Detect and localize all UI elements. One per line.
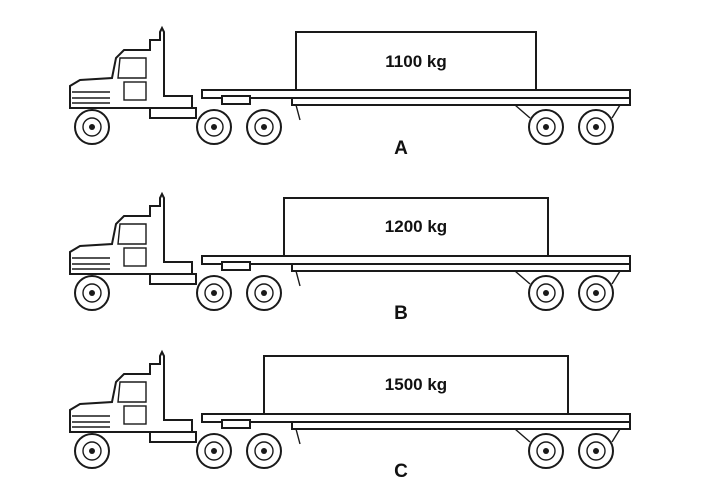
truck-label-a: A [394, 138, 408, 159]
flatbed-trailer-b [201, 255, 631, 287]
truck-b-panel: 1200 kg [0, 163, 708, 327]
flatbed-trailer-a [201, 89, 631, 121]
front-wheel-c [74, 433, 110, 469]
trailer-wheel-c2 [578, 433, 614, 469]
truck-cab-a [69, 25, 251, 119]
truck-label-b: B [394, 303, 408, 324]
cargo-weight-label-a: 1100 kg [385, 52, 446, 71]
drive-wheel-b2 [246, 275, 282, 311]
truck-c-panel: 1500 kg [0, 323, 708, 487]
truck-cab-c [69, 349, 251, 443]
drive-wheel-c2 [246, 433, 282, 469]
wheels-a [74, 109, 614, 145]
cargo-weight-label-c: 1500 kg [385, 375, 447, 394]
front-wheel-a [74, 109, 110, 145]
cargo-box-b: 1200 kg [283, 197, 549, 257]
flatbed-trailer-c [201, 413, 631, 445]
wheels-c [74, 433, 614, 469]
truck-a-panel: 1100 kg [0, 0, 708, 164]
trailer-wheel-c1 [528, 433, 564, 469]
wheels-b [74, 275, 614, 311]
trailer-wheel-a1 [528, 109, 564, 145]
drive-wheel-c1 [196, 433, 232, 469]
cargo-weight-label-b: 1200 kg [385, 217, 447, 236]
truck-cab-b [69, 191, 251, 285]
trailer-wheel-b2 [578, 275, 614, 311]
cargo-box-a: 1100 kg [295, 31, 537, 91]
trailer-wheel-a2 [578, 109, 614, 145]
drive-wheel-a2 [246, 109, 282, 145]
cargo-box-c: 1500 kg [263, 355, 569, 415]
trailer-wheel-b1 [528, 275, 564, 311]
drive-wheel-b1 [196, 275, 232, 311]
truck-label-c: C [394, 461, 408, 482]
drive-wheel-a1 [196, 109, 232, 145]
front-wheel-b [74, 275, 110, 311]
